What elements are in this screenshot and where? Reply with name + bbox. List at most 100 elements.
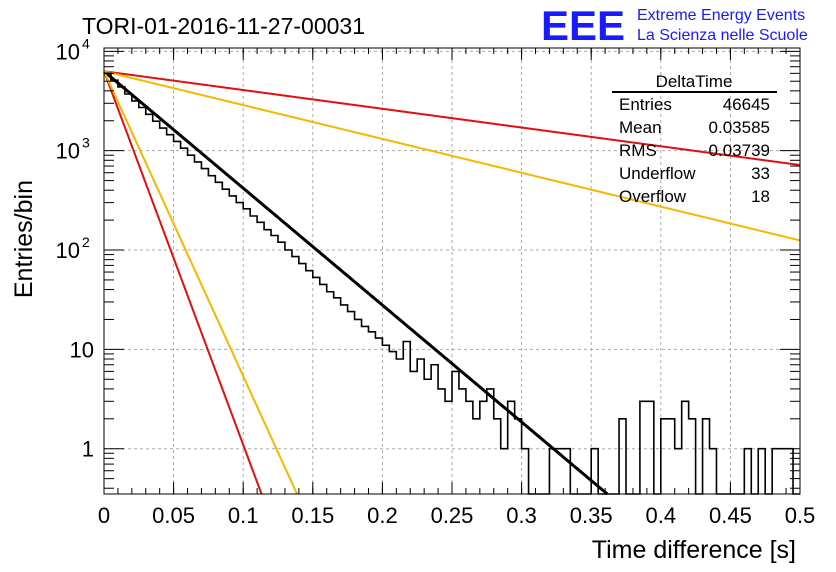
histogram-bin (118, 87, 125, 494)
histogram-bin (250, 216, 257, 494)
y-tick-label: 10 (56, 238, 80, 263)
histogram-bin (299, 264, 306, 494)
logo-line-1: Extreme Energy Events (637, 7, 805, 24)
histogram-bin (271, 236, 278, 495)
histogram-bin (208, 176, 215, 494)
y-tick-label: 10 (56, 39, 80, 64)
histogram-bin (668, 419, 675, 494)
histogram-bin (424, 379, 431, 494)
histogram-bin (334, 298, 341, 494)
stats-row-value: 46645 (723, 95, 770, 114)
histogram-bin (410, 371, 417, 494)
x-tick-label: 0.35 (570, 503, 613, 528)
y-tick-exponent: 4 (82, 35, 90, 51)
histogram-bin (682, 401, 689, 494)
stats-row-label: RMS (619, 141, 657, 160)
histogram-bin (515, 419, 522, 494)
histogram-bin (243, 209, 250, 494)
histogram-bin (661, 419, 668, 494)
histogram-bin (160, 128, 167, 494)
histogram-bin (348, 312, 355, 494)
histogram-bin (689, 419, 696, 494)
histogram-bin (710, 449, 717, 494)
histogram-bin (501, 449, 508, 494)
stats-row-label: Overflow (619, 187, 687, 206)
histogram-outline (104, 72, 800, 495)
histogram-bin (125, 94, 132, 494)
histogram-bin (292, 257, 299, 494)
x-tick-label: 0.2 (367, 503, 398, 528)
histogram-bin (647, 401, 654, 494)
histogram-bin (264, 230, 271, 494)
fit-curve-3 (103, 70, 298, 495)
histogram-bin (522, 449, 529, 494)
histogram-bin (640, 401, 647, 494)
histogram-bin (313, 277, 320, 494)
y-axis-label: Entries/bin (10, 180, 38, 298)
histogram-bin (445, 401, 452, 494)
histogram-bin (494, 419, 501, 494)
histogram-bin (362, 326, 369, 494)
histogram-bin (758, 449, 765, 494)
histogram-bin (403, 341, 410, 494)
histogram-bin (382, 345, 389, 494)
histogram-bin (104, 73, 111, 494)
stats-rows: Entries 46645 Mean 0.03585 RMS 0.03739 Underfl… (619, 95, 770, 206)
eee-logo-letters: EEE (541, 2, 625, 49)
histogram-bin (236, 203, 243, 494)
y-tick-label: 10 (70, 337, 94, 362)
fit-curve-5 (103, 70, 801, 242)
histogram-bin (452, 371, 459, 494)
histogram-bin (619, 419, 626, 494)
histogram-bin (375, 338, 382, 494)
stats-row-label: Underflow (619, 164, 696, 183)
histogram-bin (473, 419, 480, 494)
fit-curves (103, 70, 801, 496)
histogram-bin (188, 155, 195, 494)
x-tick-label: 0.5 (785, 503, 816, 528)
histogram-bin (215, 182, 222, 494)
histogram-bin (320, 284, 327, 494)
histogram-bin (257, 222, 264, 494)
x-tick-label: 0.45 (709, 503, 752, 528)
histogram-bin (181, 148, 188, 494)
fit-curve-4 (103, 70, 801, 167)
fit-curve-1 (103, 70, 609, 496)
eee-logo: EEE Extreme Energy Events La Scienza nel… (541, 2, 808, 49)
x-tick-label: 0.15 (291, 503, 334, 528)
grid-lines (104, 48, 800, 494)
y-tick-label: 1 (82, 437, 94, 462)
histogram-bin (327, 292, 334, 494)
stats-row-label: Entries (619, 95, 672, 114)
histogram-bin (466, 401, 473, 494)
histogram-bin (487, 389, 494, 494)
stats-title: DeltaTime (656, 72, 733, 91)
fit-curve-2 (103, 70, 263, 495)
histogram-bin (779, 449, 786, 494)
run-title: TORI-01-2016-11-27-00031 (82, 13, 365, 39)
histogram-bin (772, 449, 779, 494)
x-tick-label: 0 (98, 503, 110, 528)
histogram-bin (167, 135, 174, 494)
histogram-bin (396, 359, 403, 494)
histogram-bin (744, 449, 751, 494)
y-tick-label: 10 (56, 139, 80, 164)
histogram-bin (563, 449, 570, 494)
histogram-bin (438, 389, 445, 494)
x-axis-label: Time difference [s] (592, 536, 796, 564)
logo-line-2: La Scienza nelle Scuole (637, 27, 808, 44)
stats-row-label: Mean (619, 118, 662, 137)
histogram-bin (229, 196, 236, 494)
x-tick-label: 0.1 (228, 503, 259, 528)
x-tick-label: 0.25 (431, 503, 474, 528)
histogram-bin (786, 449, 793, 494)
histogram-bin (703, 419, 710, 494)
x-tick-labels: 0 0.05 0.1 0.15 0.2 0.25 0.3 0.35 0.4 0.45 0.5 (98, 503, 815, 528)
stats-row-value: 0.03739 (709, 141, 770, 160)
y-tick-exponent: 2 (82, 234, 90, 250)
histogram-bin (368, 332, 375, 494)
histogram-bin (306, 271, 313, 494)
histogram-bin (111, 80, 118, 494)
histogram-bin (549, 449, 556, 494)
